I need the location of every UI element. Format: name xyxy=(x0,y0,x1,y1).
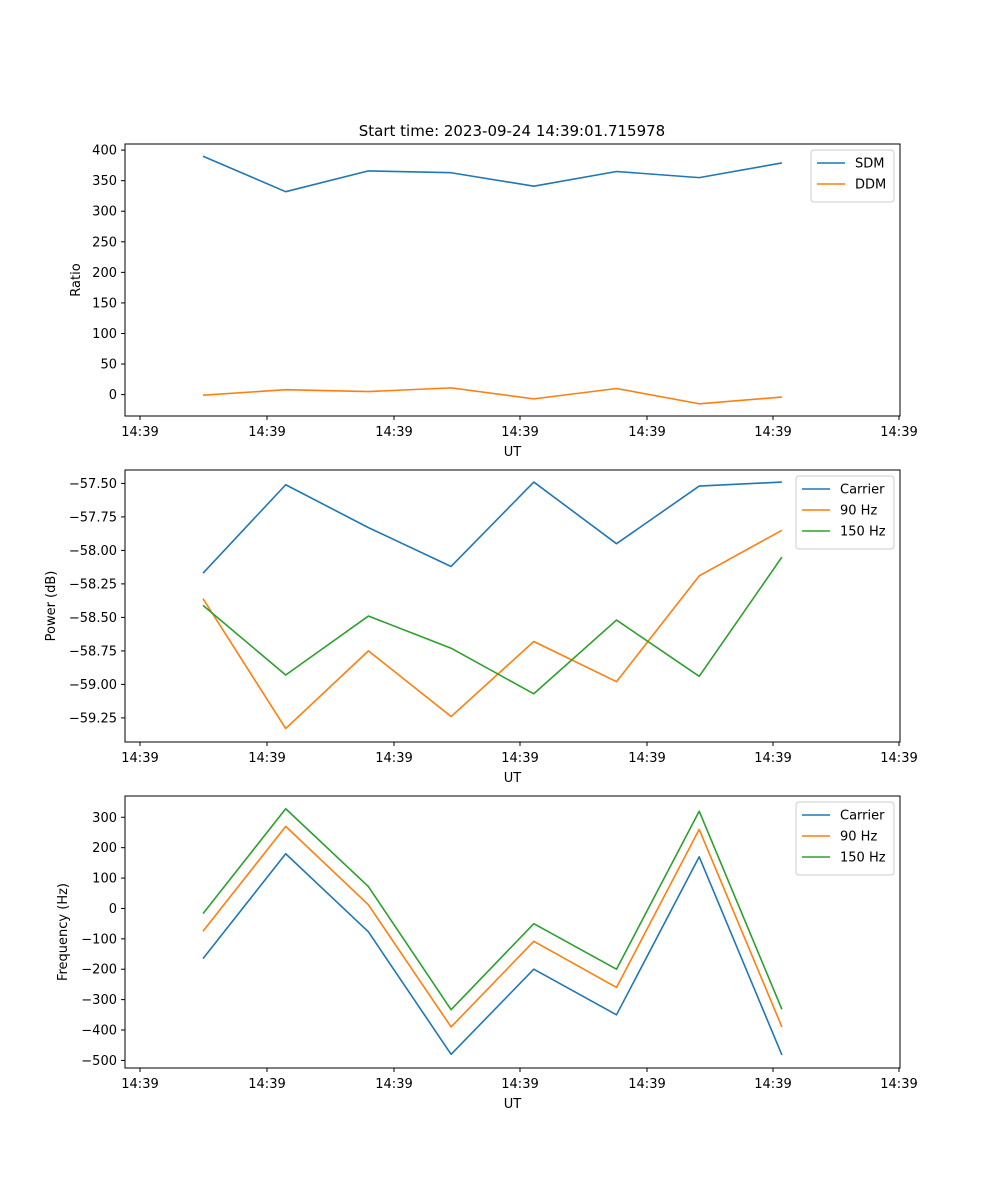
x-tick-label: 14:39 xyxy=(501,425,538,440)
series-line-carrier xyxy=(202,852,783,1056)
y-tick-label: 0 xyxy=(109,388,117,403)
y-tick-label: 200 xyxy=(92,841,117,856)
x-tick-label: 14:39 xyxy=(880,751,917,766)
y-axis-label: Power (dB) xyxy=(44,571,59,642)
y-tick-label: −57.50 xyxy=(69,477,117,492)
y-tick-label: −200 xyxy=(81,963,117,978)
x-axis-label: UT xyxy=(504,1097,522,1112)
y-tick-label: −58.00 xyxy=(69,544,117,559)
x-tick-label: 14:39 xyxy=(248,751,285,766)
y-tick-label: −57.75 xyxy=(69,510,117,525)
x-tick-label: 14:39 xyxy=(880,1077,917,1092)
x-tick-label: 14:39 xyxy=(121,751,158,766)
axes-frame xyxy=(124,795,901,1069)
x-tick-label: 14:39 xyxy=(375,751,412,766)
y-tick-label: −59.00 xyxy=(69,678,117,693)
legend-label: 90 Hz xyxy=(840,504,877,519)
axes-frame xyxy=(124,143,901,417)
x-axis-label: UT xyxy=(504,771,522,786)
y-tick-label: 250 xyxy=(92,235,117,250)
y-tick-label: 150 xyxy=(92,296,117,311)
series-line-ddm xyxy=(202,387,782,405)
series-line-90-hz xyxy=(202,529,783,730)
x-tick-label: 14:39 xyxy=(375,425,412,440)
x-tick-label: 14:39 xyxy=(754,1077,791,1092)
panel-3: −500 −400 −300 −200 −100 0 100 200 300 14:39 14:39… xyxy=(56,795,918,1112)
series-line-150-hz xyxy=(202,556,783,695)
x-tick-label: 14:39 xyxy=(501,751,538,766)
y-tick-label: −400 xyxy=(81,1024,117,1039)
axes-frame xyxy=(124,469,901,743)
x-tick-label: 14:39 xyxy=(754,425,791,440)
y-tick-label: −58.25 xyxy=(69,577,117,592)
y-tick-label: 100 xyxy=(92,327,117,342)
x-tick-label: 14:39 xyxy=(121,425,158,440)
y-tick-label: 100 xyxy=(92,872,117,887)
x-tick-label: 14:39 xyxy=(375,1077,412,1092)
x-tick-label: 14:39 xyxy=(628,1077,665,1092)
y-tick-label: 400 xyxy=(92,144,117,159)
series-line-sdm xyxy=(202,155,783,193)
panel-1: 0 50 100 150 200 250 300 350 400 14:39 14:39 14:39 1… xyxy=(69,143,918,460)
series-line-carrier xyxy=(202,481,782,574)
chart-title: Start time: 2023-09-24 14:39:01.715978 xyxy=(359,122,665,140)
x-tick-label: 14:39 xyxy=(248,1077,285,1092)
series-line-90-hz xyxy=(202,825,783,1028)
x-tick-label: 14:39 xyxy=(121,1077,158,1092)
x-tick-label: 14:39 xyxy=(628,751,665,766)
y-tick-label: −500 xyxy=(81,1054,117,1069)
legend: SDM DDM xyxy=(810,149,895,203)
y-tick-label: 350 xyxy=(92,174,117,189)
y-tick-label: −100 xyxy=(81,932,117,947)
legend: Carrier 90 Hz 150 Hz xyxy=(795,801,895,876)
legend-label: SDM xyxy=(855,157,884,172)
y-axis-label: Ratio xyxy=(69,263,84,296)
y-tick-label: 300 xyxy=(92,205,117,220)
x-tick-label: 14:39 xyxy=(754,751,791,766)
legend-label: Carrier xyxy=(840,483,885,498)
legend: Carrier 90 Hz 150 Hz xyxy=(795,475,895,550)
y-tick-label: 200 xyxy=(92,266,117,281)
legend-label: 90 Hz xyxy=(840,830,877,845)
x-tick-label: 14:39 xyxy=(501,1077,538,1092)
y-tick-label: −59.25 xyxy=(69,711,117,726)
series-line-150-hz xyxy=(202,807,783,1011)
legend-label: DDM xyxy=(855,178,886,193)
legend-label: Carrier xyxy=(840,809,885,824)
y-tick-label: −58.50 xyxy=(69,611,117,626)
y-axis-label: Frequency (Hz) xyxy=(56,883,71,981)
x-tick-label: 14:39 xyxy=(880,425,917,440)
y-tick-label: −300 xyxy=(81,993,117,1008)
y-tick-label: 300 xyxy=(92,811,117,826)
y-tick-label: 0 xyxy=(109,902,117,917)
x-tick-label: 14:39 xyxy=(628,425,665,440)
x-axis-label: UT xyxy=(504,445,522,460)
y-tick-label: 50 xyxy=(100,358,117,373)
legend-label: 150 Hz xyxy=(840,851,886,866)
panel-2: −59.25 −59.00 −58.75 −58.50 −58.25 −58.00 −57.… xyxy=(44,469,918,786)
legend-label: 150 Hz xyxy=(840,525,886,540)
y-tick-label: −58.75 xyxy=(69,644,117,659)
x-tick-label: 14:39 xyxy=(248,425,285,440)
